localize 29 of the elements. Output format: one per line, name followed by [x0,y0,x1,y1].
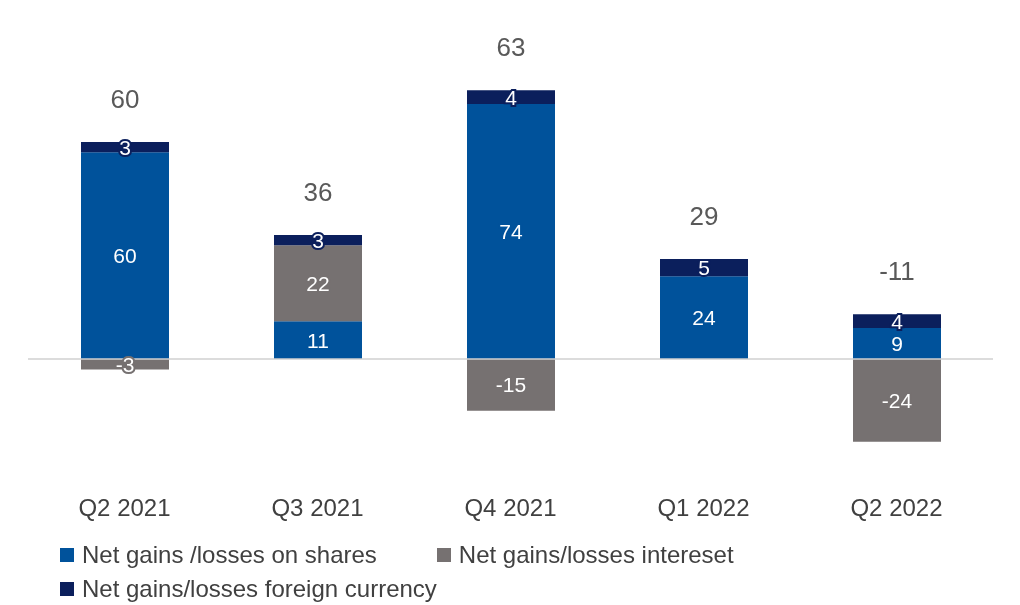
data-label: -24 [881,388,913,412]
data-label: 3 [312,228,324,252]
data-label: 22 [306,271,330,295]
legend-label: Net gains /losses on shares [81,541,377,569]
data-label: 3 [119,135,131,159]
x-tick-label: Q4 2021 [464,494,557,522]
data-label: 11 [307,328,329,352]
data-label: 5 [698,256,710,280]
data-label: 74 [499,219,523,243]
data-label: 4 [891,309,904,333]
data-label: 60 [113,244,137,268]
total-label: 63 [496,32,526,63]
x-tick-label: Q3 2021 [271,494,364,522]
data-label: -15 [495,373,527,397]
legend-label: Net gains/losses foreign currency [81,575,437,603]
total-label: -11 [879,256,915,287]
total-label: 36 [303,176,333,207]
total-label: 29 [689,201,719,232]
x-tick-label: Q1 2022 [657,494,750,522]
data-label: 24 [692,306,716,330]
x-tick-label: Q2 2022 [850,494,943,522]
x-tick-label: Q2 2021 [78,494,171,522]
data-label: 4 [505,85,518,109]
bar [660,276,748,360]
data-label: 9 [891,332,903,355]
bar [467,103,555,360]
legend-label: Net gains/losses intereset [457,541,734,569]
total-label: 60 [110,83,140,114]
bar [853,359,941,442]
